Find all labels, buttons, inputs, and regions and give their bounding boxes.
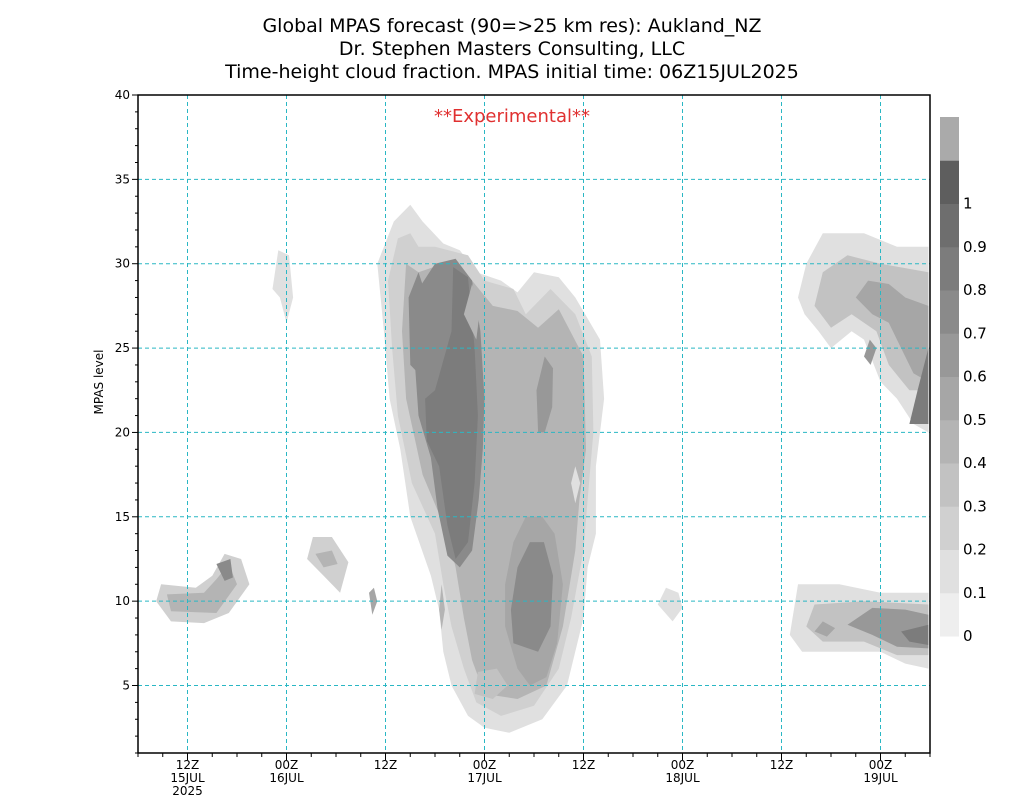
cloud-fraction-region (369, 587, 378, 615)
cloud-fraction-region (272, 250, 294, 323)
colorbar-swatch (940, 160, 959, 204)
colorbar-swatch (940, 117, 959, 161)
colorbar-label: 0.3 (963, 497, 987, 515)
colorbar-label: 0.4 (963, 454, 987, 472)
cloud-fraction-region (510, 542, 553, 652)
y-axis-label: MPAS level (92, 350, 106, 415)
plot-grid (138, 95, 930, 753)
x-tick-label: 00Z (869, 758, 893, 772)
x-tick-label: 19JUL (863, 771, 898, 785)
y-tick-label: 20 (115, 425, 130, 439)
colorbar-swatch (940, 246, 959, 291)
colorbar-swatch (940, 463, 959, 507)
cloud-fraction-region (166, 564, 237, 613)
x-tick-label: 15JUL (170, 771, 205, 785)
colorbar-label: 1 (963, 195, 973, 213)
colorbar-label: 0.5 (963, 411, 987, 429)
colorbar-label: 0.8 (963, 281, 987, 299)
x-tick-label: 12Z (770, 758, 794, 772)
cloud-fraction-region (657, 587, 683, 622)
x-tick-label: 00Z (275, 758, 299, 772)
cloud-fraction-region (156, 553, 250, 624)
cloud-fraction-region (216, 559, 233, 581)
colorbar-label: 0.9 (963, 238, 987, 256)
colorbar-swatch (940, 549, 959, 594)
x-tick-label: 12Z (572, 758, 596, 772)
x-tick-label: 18JUL (665, 771, 700, 785)
colorbar-label: 0.7 (963, 324, 987, 342)
cloud-fraction-region (901, 624, 929, 645)
y-axis: 5 10 15 20 25 30 35 40 (115, 88, 138, 754)
colorbar-swatch (940, 333, 959, 377)
cloud-fraction-region (536, 356, 553, 433)
cloud-fraction-region (315, 550, 338, 568)
cloud-fraction-region (864, 339, 877, 365)
cloud-fraction-region (814, 255, 929, 391)
colorbar-swatch (940, 506, 959, 550)
y-tick-label: 15 (115, 510, 130, 524)
x-tick-label: 12Z (176, 758, 200, 772)
colorbar-swatch (940, 203, 959, 248)
cloud-fraction-region (909, 348, 929, 424)
colorbar-swatch (940, 419, 959, 464)
y-tick-label: 40 (115, 88, 130, 102)
x-tick-label: 2025 (172, 784, 203, 798)
y-tick-label: 35 (115, 172, 130, 186)
cloud-fraction-region (425, 267, 478, 559)
x-tick-label: 00Z (473, 758, 497, 772)
cloud-fraction-fills (156, 204, 929, 733)
x-tick-label: 00Z (671, 758, 695, 772)
y-tick-label: 10 (115, 594, 130, 608)
colorbar-label: 0.6 (963, 368, 987, 386)
chart-title-line-1: Global MPAS forecast (90=>25 km res): Au… (262, 15, 761, 37)
colorbar-swatch (940, 592, 959, 637)
colorbar-label: 0.1 (963, 584, 987, 602)
colorbar-label: 0.2 (963, 541, 987, 559)
colorbar: 0 0.1 0.2 0.3 0.4 0.5 0.6 0.7 0.8 0.9 1 (940, 117, 987, 645)
cloud-fraction-region (855, 280, 929, 382)
chart-title-line-3: Time-height cloud fraction. MPAS initial… (224, 61, 799, 83)
experimental-annotation: **Experimental** (434, 106, 590, 127)
cloud-fraction-region (571, 466, 581, 504)
cloud-fraction-region (814, 621, 836, 637)
cloud-fraction-region (439, 584, 445, 630)
cloud-fraction-region (474, 668, 508, 699)
x-tick-label: 17JUL (467, 771, 502, 785)
x-tick-label: 12Z (374, 758, 398, 772)
colorbar-swatch (940, 290, 959, 334)
cloud-fraction-region (463, 284, 481, 340)
x-tick-label: 16JUL (269, 771, 304, 785)
chart-title-line-2: Dr. Stephen Masters Consulting, LLC (339, 38, 685, 60)
y-tick-label: 5 (122, 679, 130, 693)
colorbar-label: 0 (963, 627, 973, 645)
y-tick-label: 30 (115, 257, 130, 271)
colorbar-swatch (940, 376, 959, 421)
y-tick-label: 25 (115, 341, 130, 355)
